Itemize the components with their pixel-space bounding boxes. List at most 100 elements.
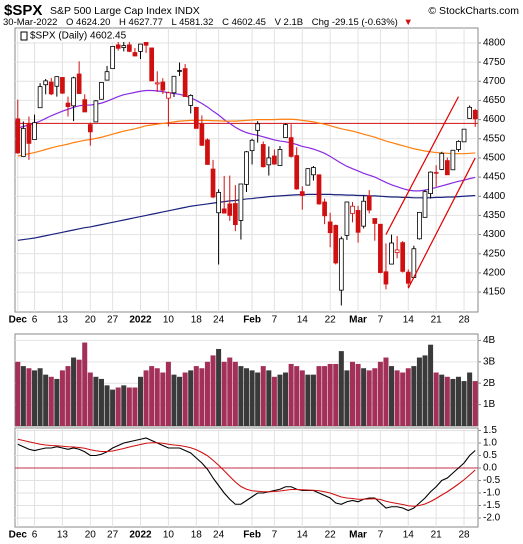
candle-body <box>294 155 300 190</box>
change: Chg -29.15 (-0.63%) <box>312 17 398 28</box>
volume-bar <box>260 366 266 426</box>
candle-body <box>288 137 294 157</box>
candle-body <box>255 123 261 131</box>
candle-body <box>439 152 445 170</box>
candle-body <box>260 144 266 168</box>
volume-bar <box>444 376 450 426</box>
legend-label: $SPX (Daily) 4602.45 <box>30 31 127 42</box>
volume-bar <box>59 370 65 426</box>
candle-body <box>361 200 366 227</box>
volume-bar <box>394 370 400 426</box>
y-tick-label: 4200 <box>483 268 506 279</box>
volume-bar <box>221 361 227 426</box>
legend-swatch <box>20 31 28 41</box>
volume-bar <box>338 351 344 426</box>
candle-body <box>422 191 428 218</box>
volume-bar <box>333 363 339 426</box>
y-tick-label: -2.0 <box>483 513 501 524</box>
volume-bar <box>366 370 372 426</box>
high: H 4627.77 <box>119 17 163 28</box>
y-tick-label: -0.5 <box>483 475 501 486</box>
volume-bar <box>76 359 82 426</box>
candle-body <box>227 203 233 216</box>
candle-body <box>249 139 255 152</box>
candle-body <box>110 45 115 70</box>
candle-body <box>372 218 378 224</box>
candle-body <box>389 242 394 265</box>
candle-body <box>327 221 333 234</box>
candle-body <box>182 68 188 98</box>
candle-body <box>411 248 417 278</box>
candle-body <box>199 123 205 146</box>
volume-bar <box>255 372 261 426</box>
candle-body <box>428 171 433 194</box>
x-tick-label: 14 <box>297 315 309 326</box>
volume-bar <box>193 366 199 426</box>
candle-body <box>366 195 372 211</box>
volume-bar <box>299 370 305 426</box>
x-tick-label: 24 <box>213 315 225 326</box>
candle-body <box>193 106 199 129</box>
x-tick-label: 22 <box>325 530 337 541</box>
volume-bar <box>177 376 183 426</box>
trend-line <box>385 96 460 235</box>
volume-bar <box>377 361 383 426</box>
x-tick-label: 14 <box>403 315 415 326</box>
volume-bar <box>160 372 166 426</box>
candle-body <box>127 44 132 52</box>
volume-bar <box>450 378 456 426</box>
candle-body <box>238 183 244 221</box>
y-tick-label: 3B <box>483 356 496 367</box>
indicator-line <box>17 438 476 507</box>
trend-line <box>407 157 476 289</box>
candle-body <box>305 168 311 186</box>
candle-body <box>188 95 194 106</box>
volume-bar <box>227 357 233 426</box>
volume-bar <box>204 361 210 426</box>
candle-body <box>21 128 26 157</box>
volume-bar <box>288 363 294 426</box>
volume-bar <box>32 370 38 426</box>
volume-bar <box>327 363 333 426</box>
candle-body <box>417 211 422 240</box>
candle-body <box>216 192 221 214</box>
candle-body <box>461 128 467 143</box>
volume-bar <box>15 361 21 426</box>
volume-bar <box>243 368 250 426</box>
volume-bar <box>126 387 132 426</box>
candle-body <box>333 224 339 264</box>
volume-bar <box>389 366 395 426</box>
y-tick-label: 1.5 <box>483 425 497 436</box>
volume-bar <box>171 374 177 426</box>
open: O 4624.20 <box>66 17 110 28</box>
y-tick-label: 4250 <box>483 248 506 259</box>
candle-body <box>26 123 32 144</box>
x-tick-label: 6 <box>32 315 38 326</box>
candle-body <box>99 82 104 100</box>
volume-bar <box>283 372 289 426</box>
candle-body <box>121 45 127 48</box>
candle-body <box>154 82 160 85</box>
y-tick-label: 1.0 <box>483 438 497 449</box>
y-tick-label: 4700 <box>483 76 506 87</box>
volume-bar <box>43 374 49 426</box>
candle-body <box>132 52 138 57</box>
x-tick-label: 10 <box>163 530 175 541</box>
volume-bar <box>271 376 277 426</box>
x-tick-label: 7 <box>378 530 384 541</box>
volume-bar <box>305 374 311 426</box>
credit: © StockCharts.com <box>428 5 519 17</box>
candle-body <box>232 203 238 226</box>
volume-bar <box>48 376 54 426</box>
x-tick-label: 7 <box>378 315 384 326</box>
y-tick-label: 4300 <box>483 229 506 240</box>
volume-bar <box>428 344 434 426</box>
volume-bar <box>461 381 467 426</box>
y-tick-label: 4350 <box>483 210 506 221</box>
candle-body <box>266 157 272 166</box>
candle-body <box>383 271 389 285</box>
volume-bar <box>411 366 417 426</box>
candle-body <box>405 271 411 284</box>
volume-bar <box>322 366 328 426</box>
x-tick-label: 6 <box>32 530 38 541</box>
